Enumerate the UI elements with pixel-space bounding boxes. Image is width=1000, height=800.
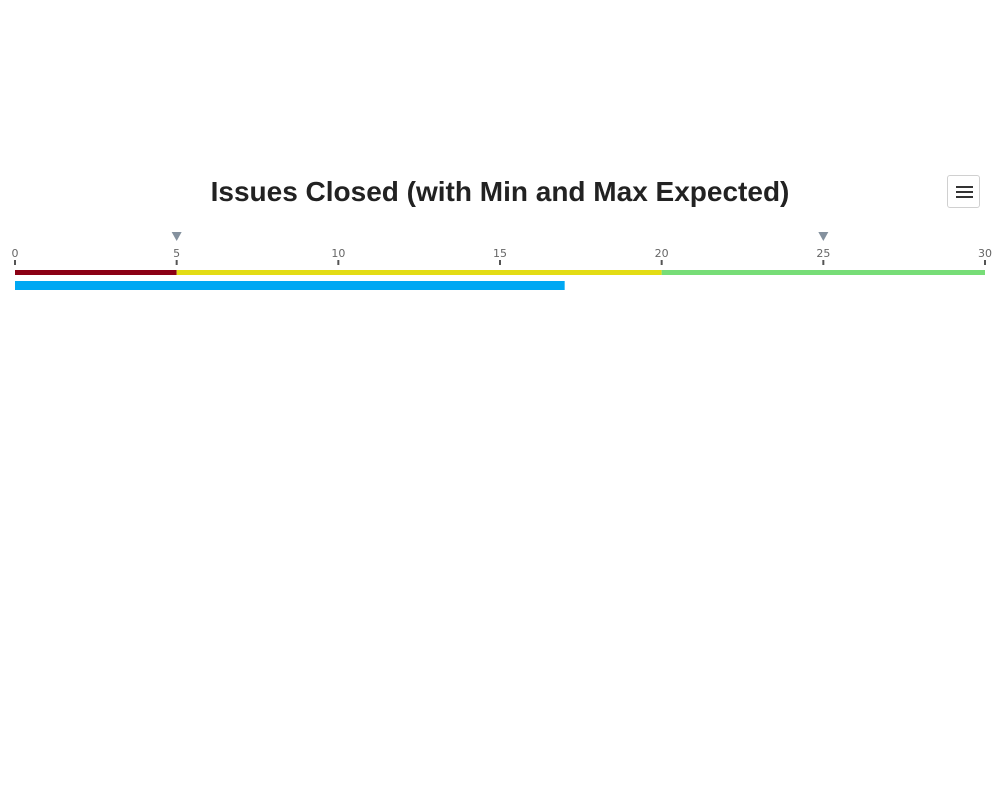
range-band-2 [661,270,985,275]
tick-label-4: 20 [655,247,669,260]
range-band-0 [15,270,177,275]
chart-title: Issues Closed (with Min and Max Expected… [210,176,790,207]
tick-label-3: 15 [493,247,507,260]
target-marker-0 [171,232,182,241]
value-bar [15,281,565,290]
tick-label-2: 10 [331,247,345,260]
tick-label-0: 0 [12,247,19,260]
chart-menu-button[interactable] [947,175,980,208]
tick-label-5: 25 [816,247,830,260]
range-band-1 [176,270,662,275]
tick-label-1: 5 [173,247,180,260]
tick-label-6: 30 [978,247,992,260]
target-marker-1 [818,232,829,241]
